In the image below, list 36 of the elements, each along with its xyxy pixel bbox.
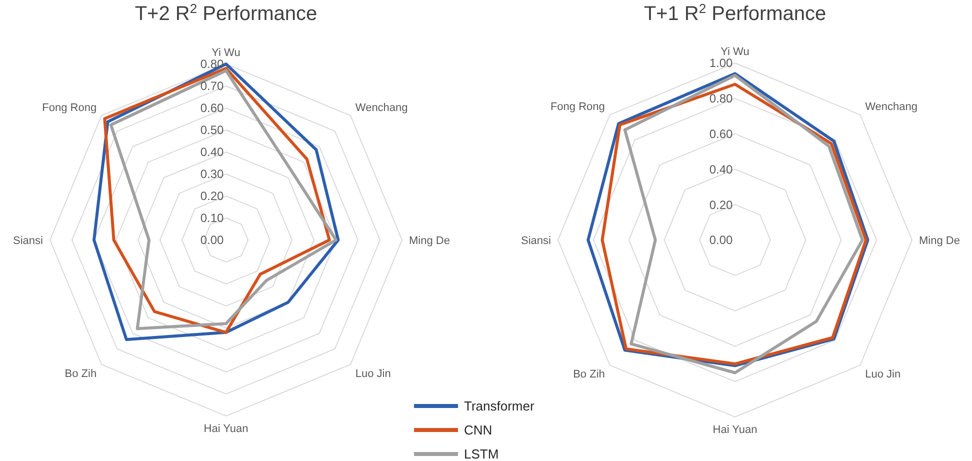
y-tick-label: 0.70 [200,79,224,94]
legend-label: CNN [464,422,492,438]
legend-label: Transformer [464,398,535,414]
spoke-label: Wenchang [865,101,918,114]
legend-label: LSTM [464,446,499,461]
y-tick-label: 0.80 [200,57,224,72]
spoke-label: Siansi [13,234,43,247]
y-tick-label: 0.00 [200,233,224,248]
spoke-label: Ming De [409,234,450,247]
y-tick-label: 0.40 [709,162,733,176]
y-tick-label: 0.40 [200,145,224,160]
spoke-label: Luo Jin [865,368,901,380]
spoke-label: Ming De [919,234,960,247]
spoke-label: Fong Rong [42,102,97,114]
chart-title: T+1 R$^{2}$ Performance [644,0,826,25]
y-tick-label: 0.30 [200,167,224,182]
spoke-label: Bo Zih [64,368,97,380]
spoke-label: Hai Yuan [204,422,248,435]
spoke-label: Wenchang [355,102,408,114]
spoke-label: Siansi [521,234,551,247]
spoke-label: Yi Wu [720,46,750,58]
y-tick-label: 0.10 [200,211,224,226]
spoke-label: Fong Rong [550,101,605,114]
y-tick-label: 0.00 [709,233,733,248]
y-tick-label: 0.20 [709,198,733,212]
spoke-label: Luo Jin [355,368,391,380]
y-tick-label: 0.60 [709,127,733,141]
y-tick-label: 1.00 [709,56,733,70]
spoke-label: Yi Wu [212,46,240,59]
y-tick-label: 0.50 [200,123,224,138]
chart-title: T+2 R$^{2}$ Performance [134,0,318,25]
y-tick-label: 0.20 [200,189,224,204]
y-tick-label: 0.80 [709,92,733,106]
spoke-label: Hai Yuan [712,424,758,436]
y-tick-label: 0.60 [200,101,224,116]
spoke-label: Bo Zih [573,368,605,380]
